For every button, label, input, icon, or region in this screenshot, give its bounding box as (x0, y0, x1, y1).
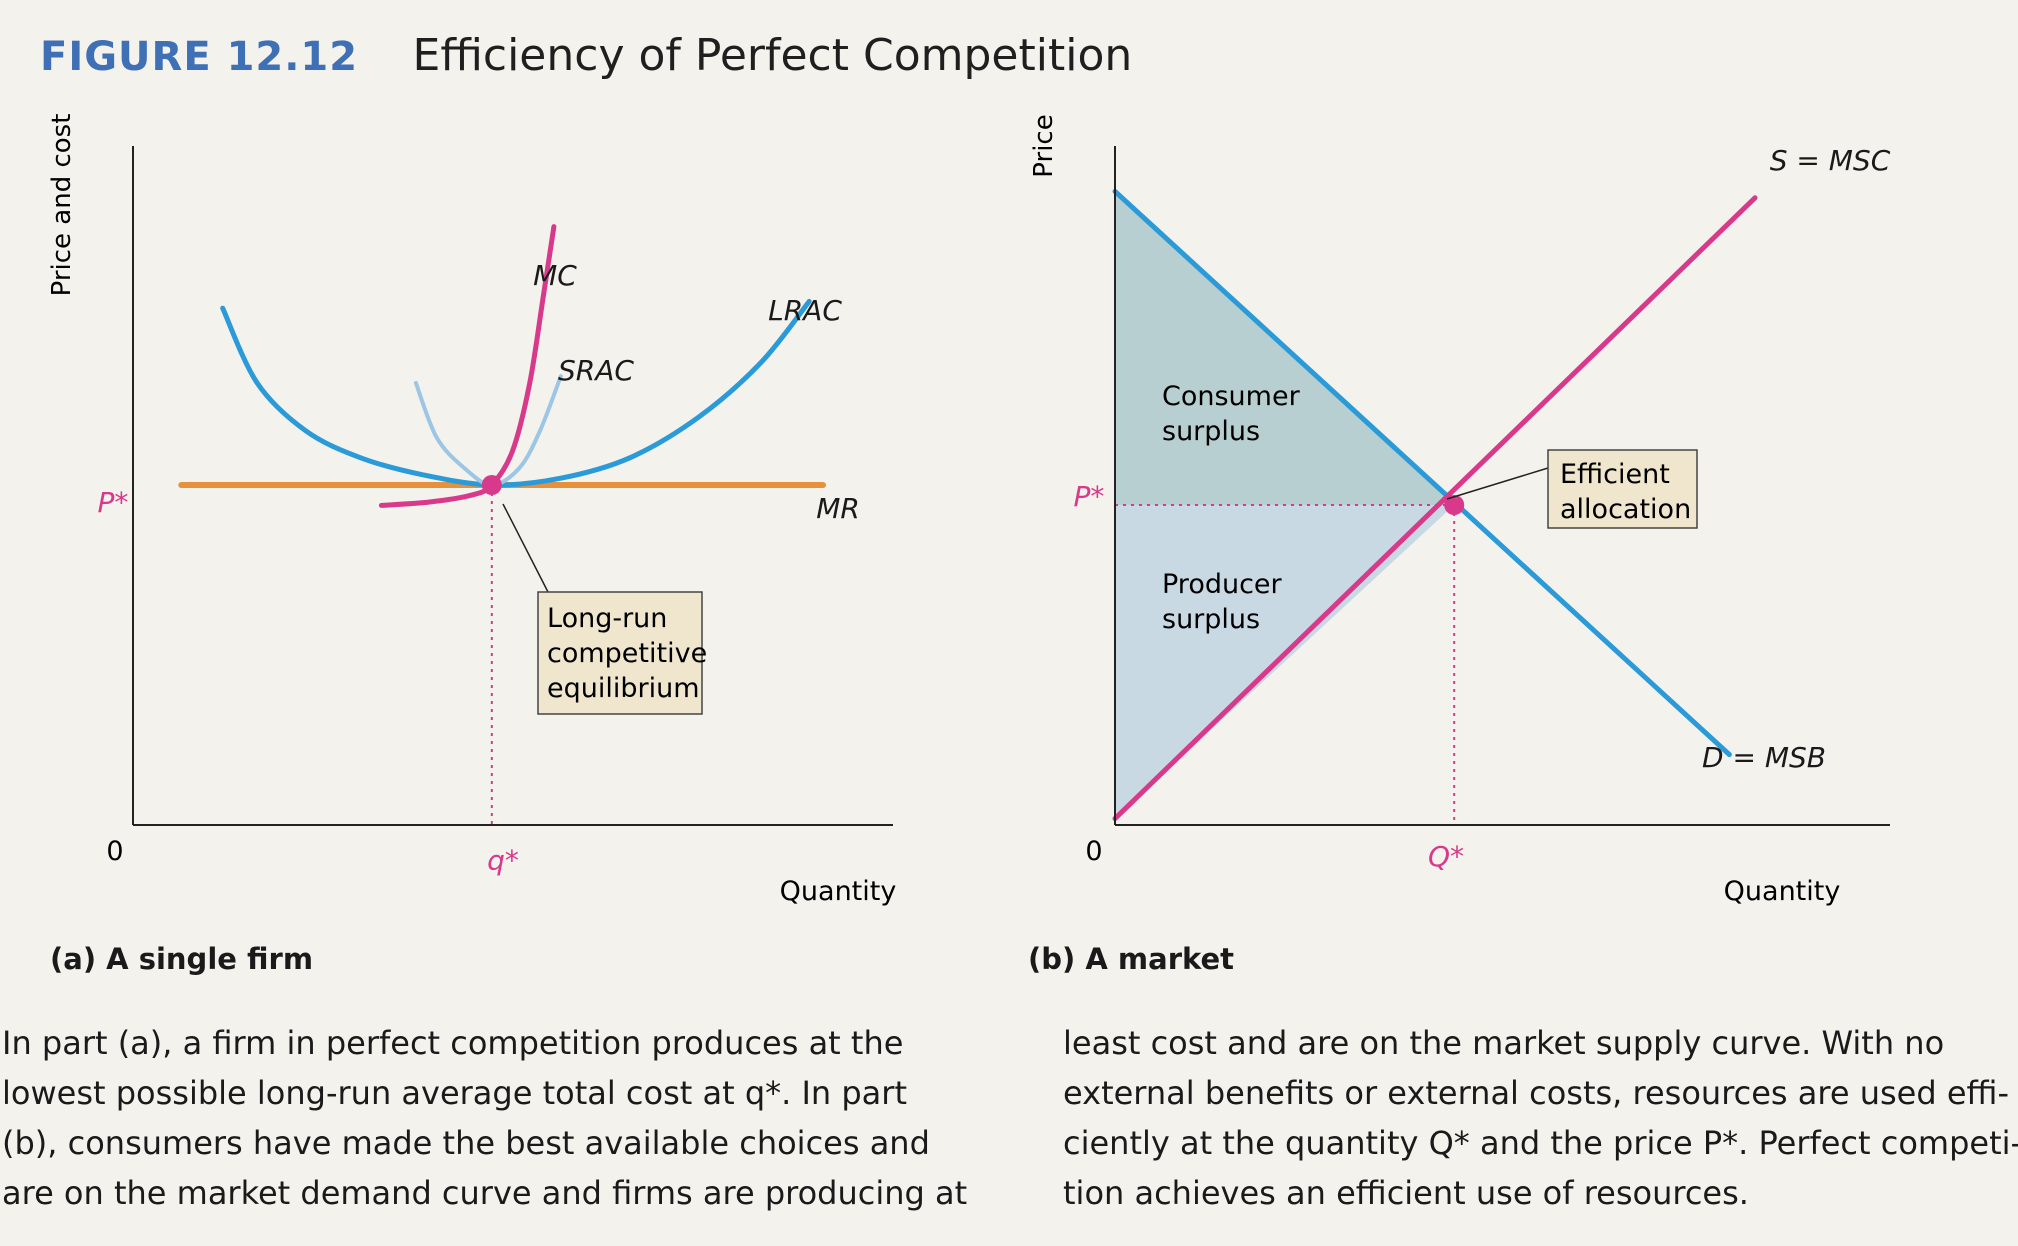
panel-a-callout-line-3: equilibrium (547, 673, 700, 704)
producer-surplus-region (1115, 505, 1455, 819)
series-label-mr: MR (816, 492, 860, 525)
series-line-lrac (220, 298, 812, 488)
figure-caption-right: least cost and are on the market supply … (1063, 1018, 2018, 1218)
series-label-mc: MC (533, 259, 577, 292)
producer-surplus-label-line-1: Producer (1162, 569, 1283, 600)
panel-a-caption: (a) A single firm (50, 942, 314, 976)
series-line-srac (413, 374, 563, 488)
series-label-s-msc: S = MSC (1770, 144, 1891, 177)
series-line-mc (378, 224, 557, 508)
panel-a-callout-line-2: competitive (547, 638, 707, 669)
consumer-surplus-label-line-1: Consumer (1162, 381, 1301, 412)
caption-right-line-2: external benefits or external costs, res… (1063, 1074, 2009, 1112)
panel-a-x-label: Quantity (780, 876, 897, 907)
panel-a-quantity-label: q* (487, 844, 519, 877)
producer-surplus-label-line-2: surplus (1162, 604, 1260, 635)
panel-b-callout-line-1: Efficient (1560, 459, 1670, 490)
panel-a-origin-label: 0 (106, 836, 123, 867)
panel-a-callout: Long-run competitive equilibrium (502, 503, 707, 715)
equilibrium-point (481, 475, 502, 495)
panel-a-chart: MR LRAC SRAC MC Price and cost Quantity 0 P… (47, 114, 896, 907)
equilibrium-point (1444, 495, 1465, 515)
series-label-lrac: LRAC (768, 294, 842, 327)
panel-b-callout-line-2: allocation (1560, 494, 1691, 525)
panel-a-y-label: Price and cost (47, 114, 77, 297)
panel-b-curves: D = MSB S = MSC (1112, 144, 1891, 825)
caption-right-line-3: ciently at the quantity Q* and the price… (1063, 1124, 2018, 1162)
panel-b-callout: Efficient allocation (1446, 449, 1698, 529)
panel-b-x-label: Quantity (1724, 876, 1841, 907)
caption-right-line-4: tion achieves an efficient use of resour… (1063, 1174, 1749, 1212)
series-label-srac: SRAC (558, 354, 634, 387)
caption-left-line-3: (b), consumers have made the best availa… (2, 1124, 930, 1162)
panel-b-origin-label: 0 (1085, 836, 1102, 867)
panel-a-curves: MR LRAC SRAC MC (178, 224, 860, 825)
panel-b-y-label: Price (1029, 114, 1059, 177)
series-line-d-msb (1112, 188, 1732, 758)
panel-a-price-label: P* (98, 486, 129, 519)
series-line-s-msc (1112, 195, 1758, 822)
figure-title: Efficiency of Perfect Competition (412, 30, 1133, 81)
figure-caption-left: In part (a), a firm in perfect competiti… (2, 1018, 967, 1218)
panel-b-quantity-label: Q* (1428, 840, 1464, 873)
consumer-surplus-label-line-2: surplus (1162, 416, 1260, 447)
caption-left-line-4: are on the market demand curve and firms… (2, 1174, 968, 1212)
figure-header: FIGURE 12.12 Efficiency of Perfect Compe… (40, 30, 1132, 81)
panel-b-caption: (b) A market (1028, 942, 1235, 976)
caption-left-line-2: lowest possible long-run average total c… (2, 1074, 907, 1112)
panel-b-price-label: P* (1074, 480, 1105, 513)
figure-label: FIGURE 12.12 (40, 34, 359, 80)
series-label-d-msb: D = MSB (1702, 741, 1826, 774)
panel-a-callout-line-1: Long-run (547, 603, 667, 634)
panel-b-chart: D = MSB S = MSC Price Quantity 0 P* Q* Co… (1029, 114, 1891, 907)
caption-left-line-1: In part (a), a firm in perfect competiti… (2, 1024, 904, 1062)
caption-right-line-1: least cost and are on the market supply … (1063, 1024, 1945, 1062)
